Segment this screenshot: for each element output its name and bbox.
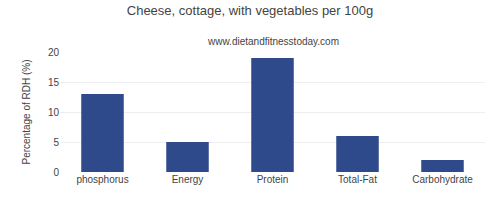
svg-text:Protein: Protein: [257, 174, 289, 185]
svg-text:Energy: Energy: [172, 174, 204, 185]
svg-text:phosphorus: phosphorus: [76, 174, 128, 185]
svg-text:5: 5: [53, 137, 59, 148]
svg-text:www.dietandfitnesstoday.com: www.dietandfitnesstoday.com: [207, 36, 339, 47]
svg-text:Cheese, cottage, with vegetabl: Cheese, cottage, with vegetables per 100…: [127, 3, 373, 18]
svg-text:Carbohydrate: Carbohydrate: [412, 174, 473, 185]
svg-text:10: 10: [48, 107, 60, 118]
svg-text:Total-Fat: Total-Fat: [338, 174, 377, 185]
svg-text:20: 20: [48, 47, 60, 58]
svg-text:15: 15: [48, 77, 60, 88]
svg-text:0: 0: [53, 167, 59, 178]
svg-text:Percentage of RDH (%): Percentage of RDH (%): [21, 59, 32, 164]
